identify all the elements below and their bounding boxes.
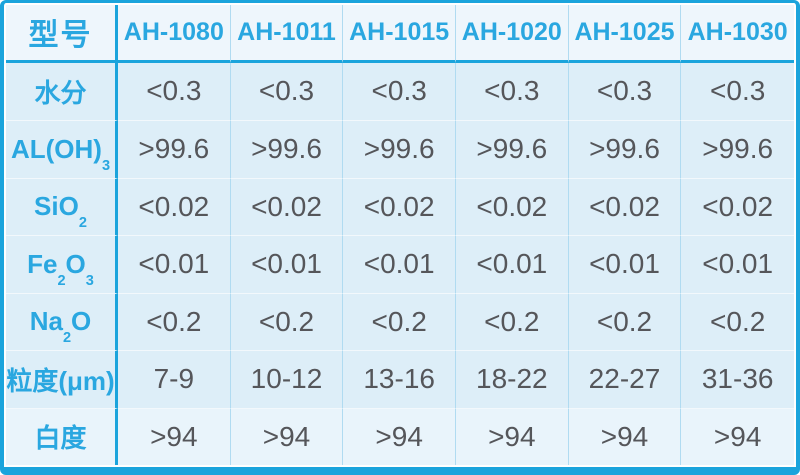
row-label: 水分 xyxy=(6,62,118,120)
value-cell: <0.2 xyxy=(118,292,231,350)
value-cell: 13-16 xyxy=(343,350,456,408)
value-cell: >99.6 xyxy=(568,120,682,178)
value-cell: <0.3 xyxy=(681,62,794,120)
value-cell: >99.6 xyxy=(230,120,344,178)
value-cell: <0.02 xyxy=(455,177,569,235)
value-cell: 18-22 xyxy=(455,350,569,408)
value-cell: <0.2 xyxy=(681,292,794,350)
subscript: 2 xyxy=(78,215,87,232)
value-cell: <0.02 xyxy=(118,177,231,235)
subscript: 2 xyxy=(57,273,66,290)
row-label: 白度 xyxy=(6,407,118,465)
value-cell: 7-9 xyxy=(118,350,231,408)
value-cell: >99.6 xyxy=(681,120,794,178)
value-cell: <0.02 xyxy=(568,177,682,235)
value-cell: <0.01 xyxy=(343,235,456,293)
subscript: 2 xyxy=(62,330,72,347)
value-cell: >94 xyxy=(681,407,794,465)
row-label: 粒度(μm) xyxy=(6,350,118,408)
value-cell: >99.6 xyxy=(343,120,456,178)
value-cell: >94 xyxy=(230,407,344,465)
value-cell: >94 xyxy=(568,407,682,465)
column-header: AH-1025 xyxy=(568,5,682,63)
value-cell: <0.01 xyxy=(230,235,344,293)
column-header: AH-1030 xyxy=(681,5,794,63)
corner-header-model: 型号 xyxy=(6,5,118,63)
value-cell: <0.01 xyxy=(568,235,682,293)
value-cell: <0.3 xyxy=(118,62,231,120)
value-cell: >99.6 xyxy=(118,120,231,178)
value-cell: <0.3 xyxy=(455,62,569,120)
value-cell: >99.6 xyxy=(455,120,569,178)
row-label: AL(OH) 3 xyxy=(6,120,118,178)
value-cell: <0.02 xyxy=(343,177,456,235)
row-label: SiO 2 xyxy=(6,177,118,235)
value-cell: >94 xyxy=(343,407,456,465)
value-cell: <0.3 xyxy=(230,62,344,120)
value-cell: <0.3 xyxy=(568,62,682,120)
value-cell: <0.02 xyxy=(681,177,794,235)
row-label: Fe 2 O 3 xyxy=(6,235,118,293)
value-cell: <0.3 xyxy=(343,62,456,120)
value-cell: 31-36 xyxy=(681,350,794,408)
value-cell: 10-12 xyxy=(230,350,344,408)
value-cell: <0.01 xyxy=(455,235,569,293)
column-header: AH-1020 xyxy=(455,5,569,63)
value-cell: >94 xyxy=(455,407,569,465)
subscript: 3 xyxy=(101,158,111,175)
value-cell: <0.2 xyxy=(343,292,456,350)
column-header: AH-1015 xyxy=(343,5,456,63)
value-cell: <0.02 xyxy=(230,177,344,235)
subscript: 3 xyxy=(85,273,94,290)
value-cell: 22-27 xyxy=(568,350,682,408)
column-header: AH-1080 xyxy=(118,5,231,63)
value-cell: <0.2 xyxy=(230,292,344,350)
value-cell: <0.2 xyxy=(568,292,682,350)
row-label: Na 2 O xyxy=(6,292,118,350)
value-cell: <0.01 xyxy=(118,235,231,293)
value-cell: >94 xyxy=(118,407,231,465)
spec-table-grid: 型号 AH-1080 AH-1011 AH-1015 AH-1020 AH-1025 AH… xyxy=(6,5,794,465)
column-header: AH-1011 xyxy=(230,5,344,63)
value-cell: <0.01 xyxy=(681,235,794,293)
value-cell: <0.2 xyxy=(455,292,569,350)
